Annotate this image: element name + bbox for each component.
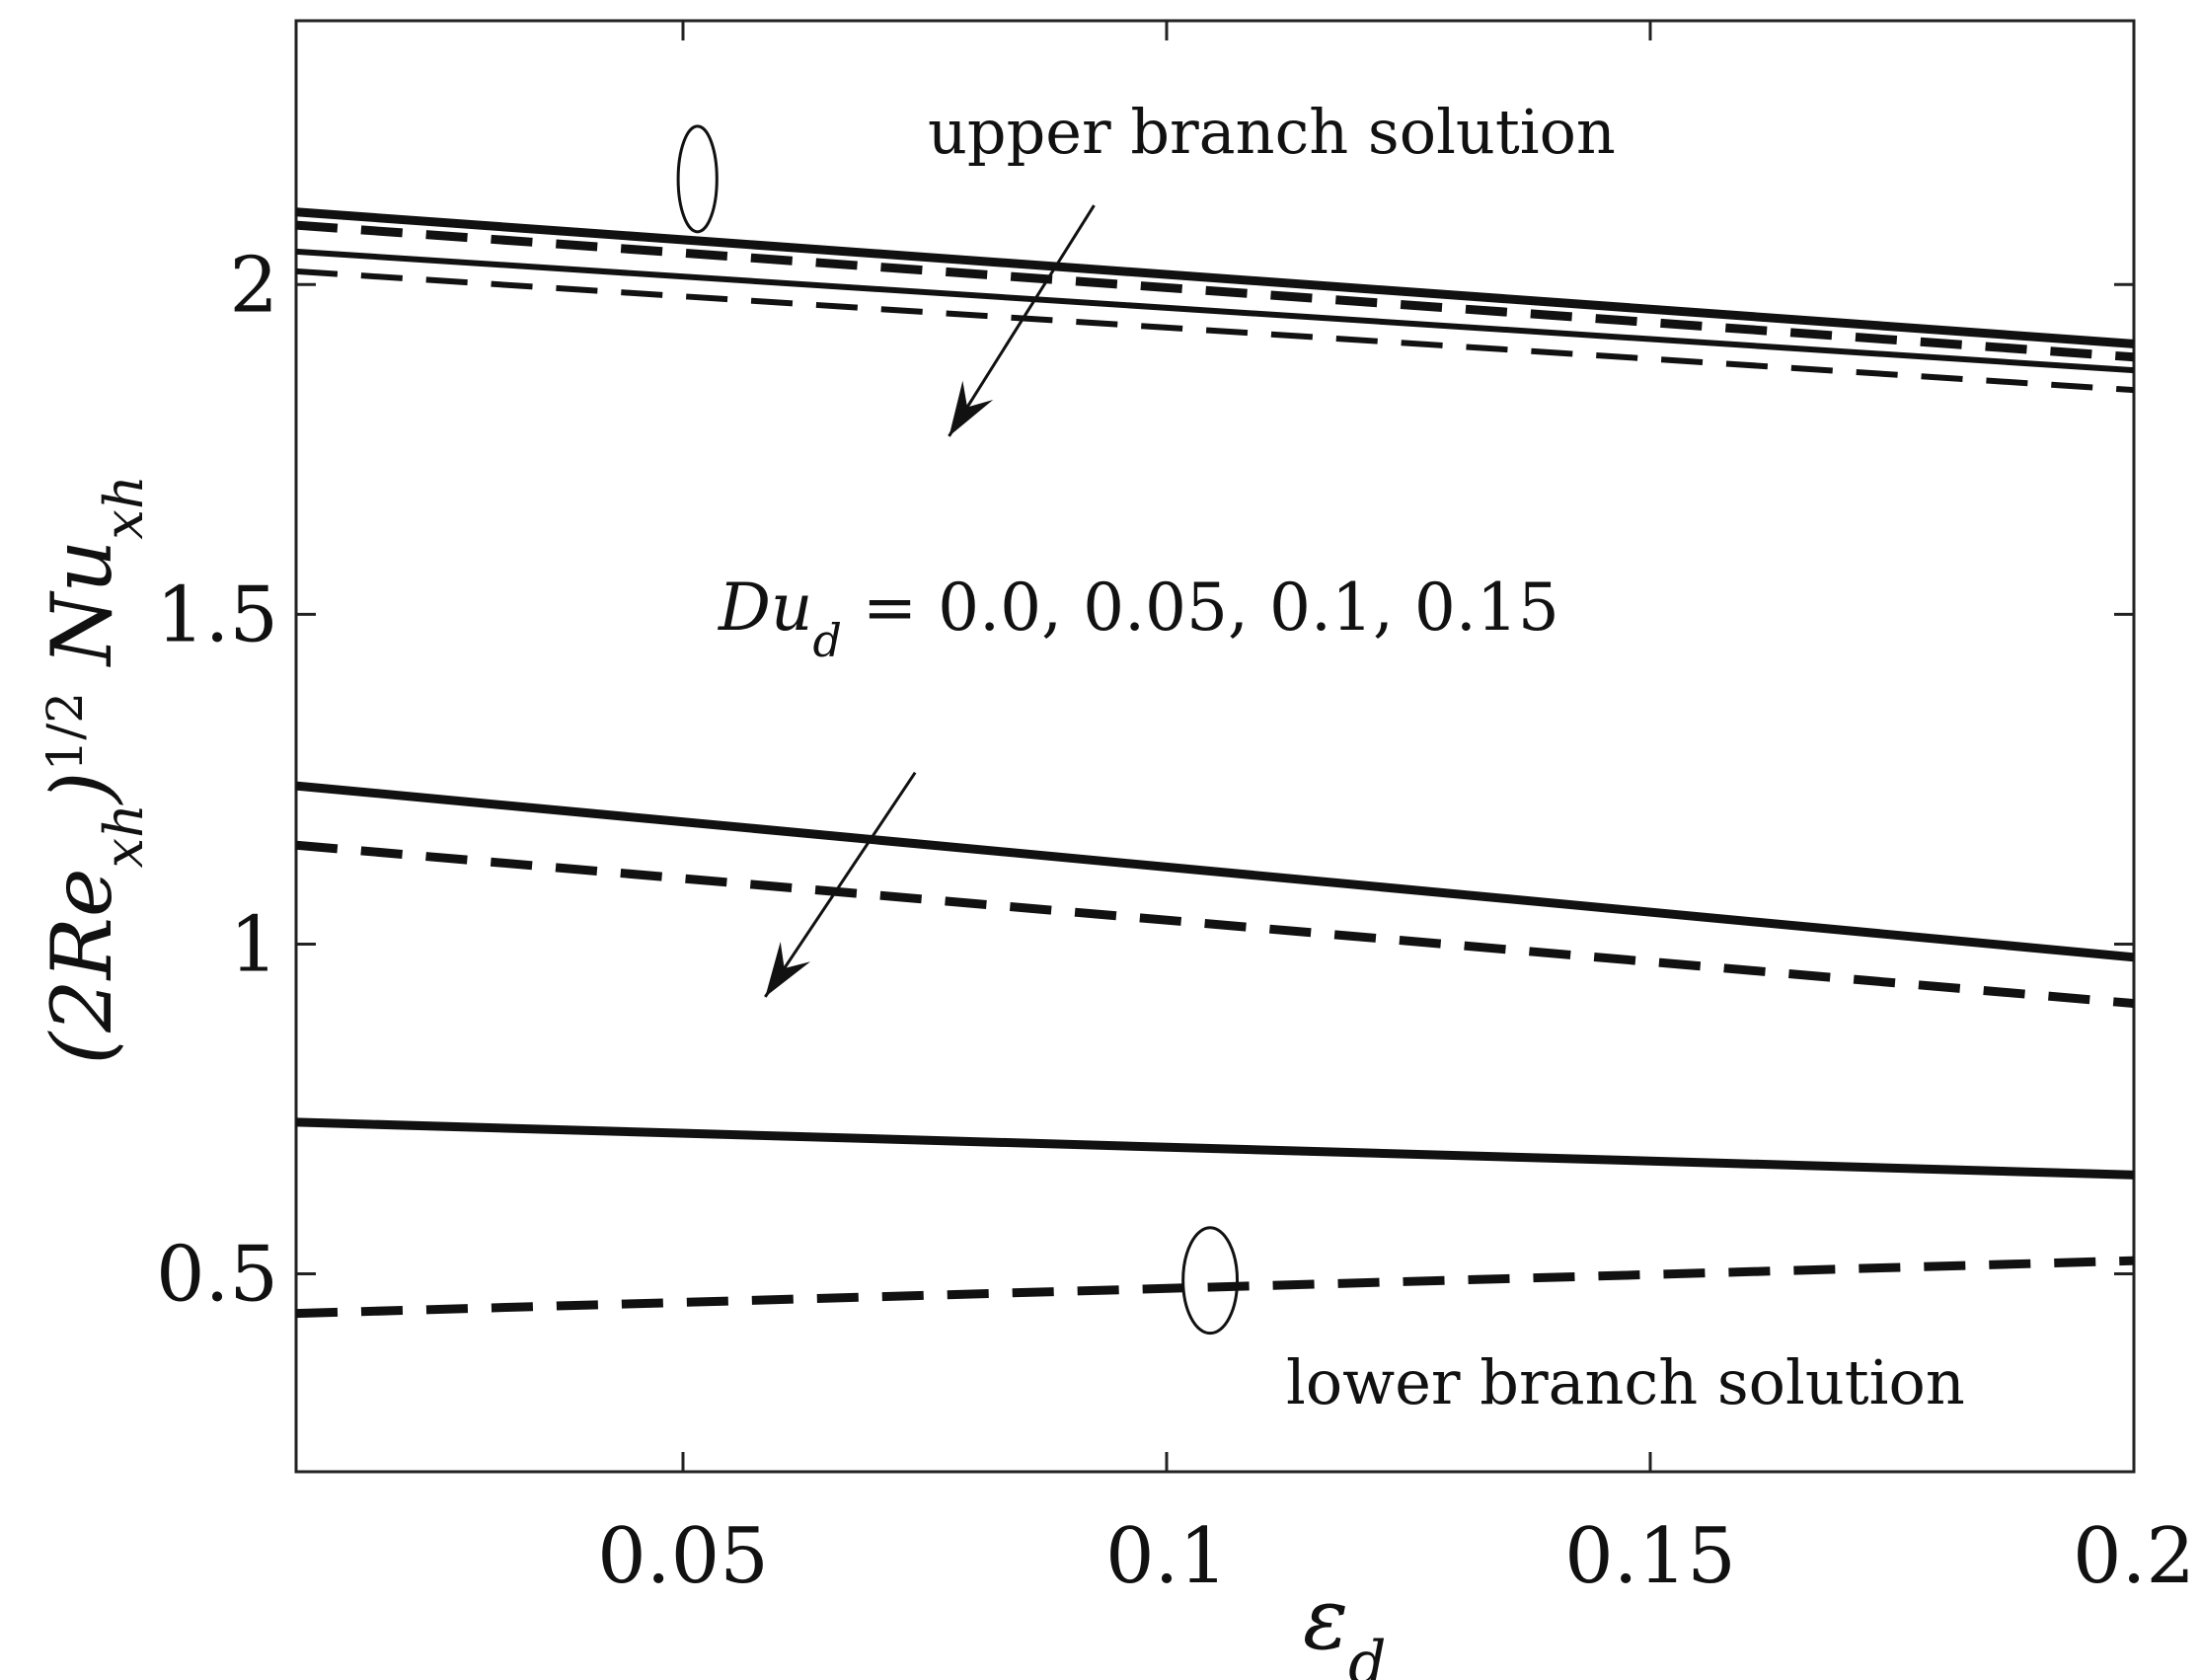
x-axis-label: εd (1303, 1570, 1387, 1680)
y-tick-label: 0.5 (156, 1231, 278, 1320)
arrow-head-1 (949, 380, 994, 436)
marker-layer (676, 124, 1240, 1336)
series-line-lower-dashed-8 (295, 1256, 2135, 1319)
series-line-upper-dashed-2 (295, 220, 2135, 362)
series-line-upper-solid-1 (295, 207, 2135, 348)
y-ticks: 0.5 1 1.5 2 (156, 241, 2134, 1320)
y-axis-label: (2Rexh)1/2 Nuxh (34, 475, 155, 1064)
series-layer (295, 207, 2135, 1319)
x-tick-label: 0.1 (1105, 1512, 1228, 1601)
annotation-upper-branch: upper branch solution (928, 96, 1616, 168)
x-ticks: 0.05 0.1 0.15 0.2 (597, 21, 2195, 1601)
series-line-upper-dashed-4 (295, 267, 2135, 394)
annotation-lower-branch: lower branch solution (1286, 1346, 1965, 1418)
x-tick-label: 0.2 (2073, 1512, 2195, 1601)
plot-frame (294, 19, 2136, 1474)
series-group-ellipse-1 (676, 124, 719, 234)
series-line-middle-solid-5 (295, 781, 2135, 962)
arrow-shaft-1 (948, 204, 1096, 437)
y-tick-label: 1.5 (156, 571, 278, 659)
series-line-upper-solid-3 (295, 248, 2135, 374)
series-line-lower-solid-7 (295, 1117, 2135, 1180)
series-line-middle-dashed-6 (295, 840, 2135, 1009)
arrow-shaft-2 (764, 771, 917, 998)
y-tick-label: 2 (229, 241, 278, 330)
series-group-ellipse-2 (1181, 1226, 1240, 1336)
arrow-head-2 (765, 942, 811, 997)
y-tick-label: 1 (229, 900, 278, 989)
x-tick-label: 0.15 (1564, 1512, 1736, 1601)
annotation-parameter-values: Dud = 0.0, 0.05, 0.1, 0.15 (718, 570, 1559, 667)
x-tick-label: 0.05 (597, 1512, 769, 1601)
